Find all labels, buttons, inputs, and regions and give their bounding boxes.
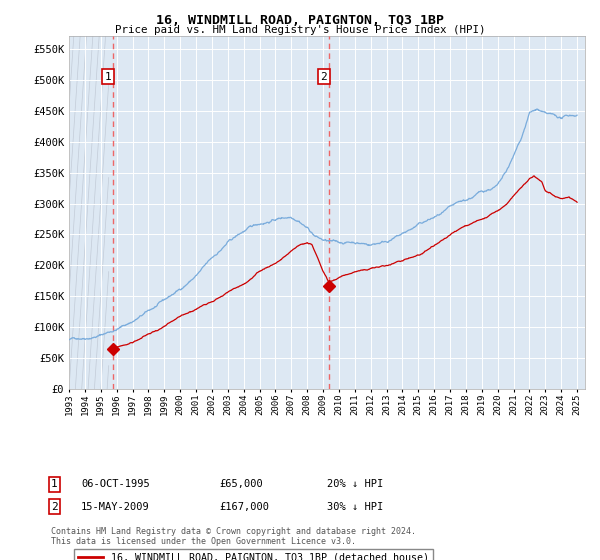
- Text: Contains HM Land Registry data © Crown copyright and database right 2024.
This d: Contains HM Land Registry data © Crown c…: [51, 526, 416, 546]
- Text: 06-OCT-1995: 06-OCT-1995: [81, 479, 150, 489]
- Text: 1: 1: [104, 72, 112, 82]
- Text: 30% ↓ HPI: 30% ↓ HPI: [327, 502, 383, 512]
- Text: Price paid vs. HM Land Registry's House Price Index (HPI): Price paid vs. HM Land Registry's House …: [115, 25, 485, 35]
- Text: £65,000: £65,000: [219, 479, 263, 489]
- Text: 2: 2: [51, 502, 58, 512]
- Text: 16, WINDMILL ROAD, PAIGNTON, TQ3 1BP: 16, WINDMILL ROAD, PAIGNTON, TQ3 1BP: [156, 14, 444, 27]
- Text: 2: 2: [320, 72, 328, 82]
- Text: 1: 1: [51, 479, 58, 489]
- Legend: 16, WINDMILL ROAD, PAIGNTON, TQ3 1BP (detached house), HPI: Average price, detac: 16, WINDMILL ROAD, PAIGNTON, TQ3 1BP (de…: [74, 549, 433, 560]
- Text: £167,000: £167,000: [219, 502, 269, 512]
- Text: 20% ↓ HPI: 20% ↓ HPI: [327, 479, 383, 489]
- Text: 15-MAY-2009: 15-MAY-2009: [81, 502, 150, 512]
